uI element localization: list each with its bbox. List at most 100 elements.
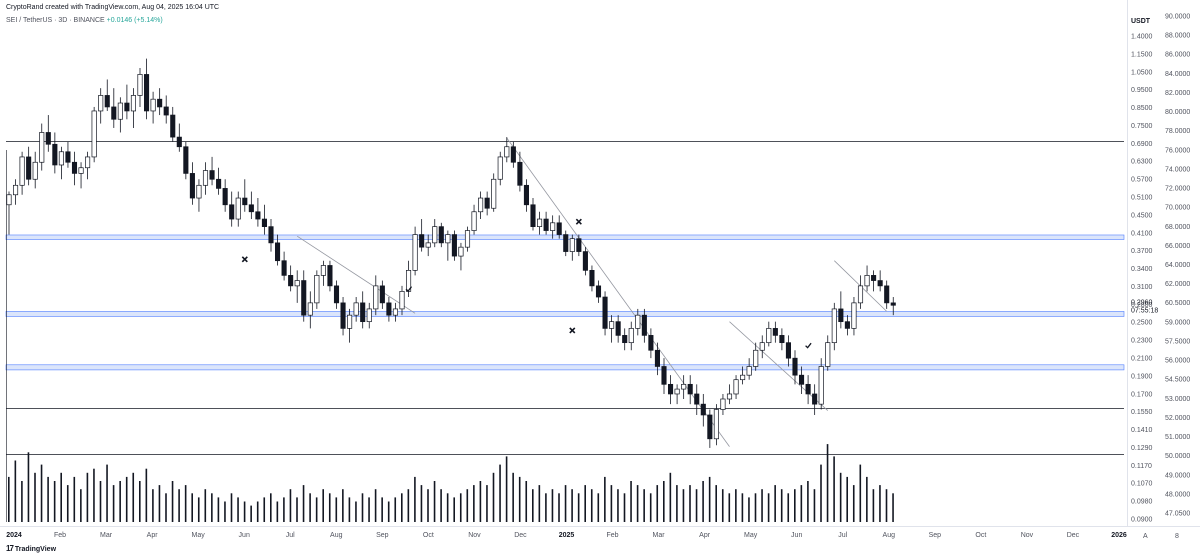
candle-120 <box>792 350 798 385</box>
candle-14 <box>98 88 104 124</box>
candle-29 <box>196 179 202 212</box>
candle-16 <box>111 88 117 128</box>
volume-bar-89 <box>590 489 593 522</box>
volume-bar-68 <box>453 497 455 522</box>
candle-body <box>360 302 366 323</box>
log-scale-button[interactable]: 8 <box>1175 533 1179 540</box>
price-axis-left-ticks[interactable]: 1.4000 1.1500 1.0500 0.9500 0.8500 0.7500 0.69… <box>1131 34 1153 524</box>
time-tick: 2025 <box>559 532 575 539</box>
price-tick-left: 0.6900 <box>1131 141 1153 148</box>
candle-body <box>687 383 693 395</box>
time-tick: Feb <box>54 532 66 539</box>
volume-bar-8 <box>60 472 62 522</box>
candle-62 <box>412 226 418 276</box>
volume-bar-111 <box>735 489 737 522</box>
horizontal-levels <box>6 141 1124 522</box>
candle-49 <box>327 260 333 292</box>
candle-body <box>740 374 746 381</box>
candle-body <box>71 161 78 174</box>
volume-bar-106 <box>702 481 704 522</box>
price-tick-right: 48.0000 <box>1165 491 1190 498</box>
candle-128 <box>844 315 850 336</box>
volume-bar-35 <box>237 497 239 522</box>
candle-61 <box>406 260 412 298</box>
candle-103 <box>681 375 687 399</box>
volume-bar-10 <box>73 476 76 522</box>
annotation-markers <box>241 218 812 349</box>
candle-2 <box>19 151 25 195</box>
auto-scale-button[interactable]: A <box>1143 533 1148 540</box>
volume-bar-52 <box>348 497 351 522</box>
time-tick: Nov <box>1021 532 1034 539</box>
volume-bar-64 <box>427 489 429 522</box>
volume-bar-41 <box>276 501 279 522</box>
candle-68 <box>451 230 457 261</box>
price-unit-label: USDT <box>1131 18 1151 25</box>
price-tick-left: 0.1900 <box>1131 373 1153 380</box>
time-tick: Mar <box>653 532 666 539</box>
volume-bar-43 <box>289 489 292 522</box>
candle-84 <box>556 215 562 239</box>
volume-bar-33 <box>224 501 226 522</box>
price-tick-right: 51.0000 <box>1165 434 1190 441</box>
price-tick-left: 0.2100 <box>1131 356 1153 363</box>
volume-bar-59 <box>394 497 397 522</box>
volume-bar-133 <box>879 485 881 522</box>
candle-52 <box>347 308 353 343</box>
volume-bar-97 <box>643 489 645 522</box>
time-tick: Dec <box>1067 532 1080 539</box>
volume-bar-36 <box>243 501 246 522</box>
volume-bar-18 <box>125 476 128 522</box>
candle-body <box>497 156 503 180</box>
candle-82 <box>543 211 549 235</box>
price-tick-right: 49.0000 <box>1165 472 1190 479</box>
candle-81 <box>536 211 543 235</box>
candle-body <box>759 342 765 351</box>
support-resistance-zones <box>5 234 1125 371</box>
volume-bar-125 <box>826 444 829 522</box>
volume-bar-110 <box>728 493 731 522</box>
price-tick-right: 60.5000 <box>1165 300 1190 307</box>
time-tick: Oct <box>423 532 434 539</box>
candle-95 <box>628 321 634 351</box>
candle-body <box>825 342 831 367</box>
time-axis[interactable]: 2024 Feb Mar Apr May Jun Jul Aug Sep Oct Nov Dec 202… <box>6 532 1127 539</box>
volume-bar-72 <box>479 481 482 522</box>
trendline-2 <box>729 321 829 411</box>
candle-body <box>78 167 84 174</box>
candle-body <box>510 146 516 163</box>
candle-122 <box>805 375 811 405</box>
volume-bar-61 <box>407 489 410 522</box>
volume-bar-70 <box>466 489 469 522</box>
candle-body <box>111 106 117 120</box>
tradingview-logo[interactable]: 17 TradingView <box>6 544 56 553</box>
candle-131 <box>864 265 870 292</box>
volume-bar-23 <box>158 485 161 522</box>
volume-bar-46 <box>309 493 311 522</box>
volume-bar-88 <box>584 485 586 522</box>
candle-65 <box>432 219 438 248</box>
price-tick-left: 1.0500 <box>1131 69 1153 76</box>
price-tick-right: 70.0000 <box>1165 205 1190 212</box>
volume-bar-87 <box>577 493 580 522</box>
sr-zone-2 <box>5 364 1125 371</box>
volume-bar-104 <box>689 485 691 522</box>
volume-bar-38 <box>256 501 259 522</box>
time-tick: May <box>744 532 758 539</box>
candle-55 <box>366 302 372 329</box>
candle-body <box>268 226 274 244</box>
candle-body <box>124 102 130 112</box>
candle-133 <box>877 270 883 292</box>
candle-25 <box>170 106 176 142</box>
candle-64 <box>425 234 431 257</box>
candle-44 <box>294 270 300 303</box>
volume-bar-118 <box>780 489 783 522</box>
candle-body <box>753 349 759 367</box>
symbol-info: SEI / TetherUS · 3D · BINANCE <box>6 17 105 24</box>
candle-body <box>91 110 97 158</box>
volume-bar-12 <box>86 472 89 522</box>
candle-57 <box>379 280 385 309</box>
price-tick-right: 72.0000 <box>1165 186 1190 193</box>
volume-bar-31 <box>211 493 213 522</box>
